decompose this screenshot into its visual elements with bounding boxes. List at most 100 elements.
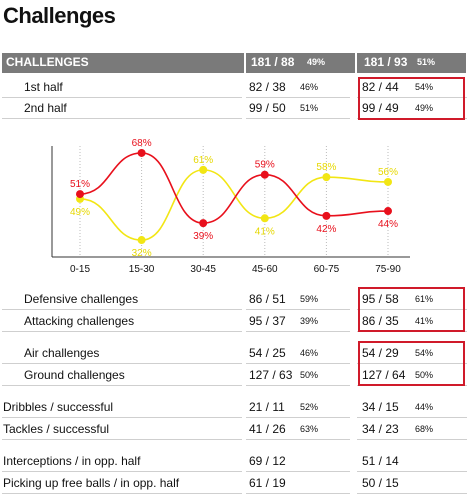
team1-value: 82 / 38	[249, 80, 286, 94]
team2-value: 86 / 35	[362, 314, 399, 328]
row-label: Tackles / successful	[3, 422, 110, 436]
highlight-box-challenge-type	[358, 287, 465, 332]
x-tick-label: 0-15	[70, 264, 90, 275]
team2-pct: 41%	[415, 316, 434, 326]
x-tick-label: 15-30	[129, 264, 155, 275]
data-label: 42%	[316, 224, 336, 235]
row-divider	[246, 385, 350, 386]
team2-value: 34 / 23	[362, 422, 399, 436]
data-label: 44%	[378, 219, 398, 230]
data-label: 59%	[255, 160, 275, 171]
data-label: 61%	[193, 155, 213, 166]
challenges-by-period-chart: 51% 68% 39% 59% 42% 44% 49% 32% 61% 41% 58% 56% 0-1…	[51, 138, 410, 275]
team1-value: 69 / 12	[249, 454, 286, 468]
table-row: Dribbles / successful 21 / 11 52% 34 / 15 44…	[0, 397, 468, 417]
row-divider	[2, 417, 242, 418]
row-divider	[357, 471, 467, 472]
challenges-header-row: CHALLENGES 181 / 88 49% 181 / 93 51%	[2, 53, 466, 73]
row-label: Dribbles / successful	[3, 400, 114, 414]
data-point	[199, 219, 208, 228]
row-divider	[246, 439, 350, 440]
team2-pct: 68%	[415, 424, 434, 434]
row-divider	[2, 439, 242, 440]
data-point	[384, 207, 392, 216]
header-label: CHALLENGES	[6, 55, 89, 69]
row-label: Air challenges	[24, 346, 100, 360]
row-divider	[246, 417, 350, 418]
data-point	[322, 173, 331, 182]
header-divider	[244, 53, 246, 73]
team2-pct: 44%	[415, 402, 434, 412]
team1-pct: 51%	[300, 103, 319, 113]
data-point	[260, 214, 269, 223]
row-divider	[2, 331, 242, 332]
row-label: 2nd half	[24, 101, 67, 115]
team1-value: 95 / 37	[249, 314, 286, 328]
table-row: Air challenges 54 / 25 46% 54 / 29 54%	[0, 343, 468, 363]
data-label: 32%	[132, 248, 152, 259]
data-label: 56%	[378, 167, 398, 178]
row-divider	[246, 97, 350, 98]
data-label: 41%	[255, 226, 275, 237]
data-point	[76, 190, 84, 199]
row-label: Interceptions / in opp. half	[3, 454, 141, 468]
team2-value: 127 / 64	[362, 368, 406, 382]
row-label: Ground challenges	[24, 368, 125, 382]
row-label: Defensive challenges	[24, 292, 139, 306]
data-point	[322, 211, 331, 220]
team2-pct: 54%	[415, 82, 434, 92]
data-label: 58%	[316, 162, 336, 173]
highlight-box-air-ground	[358, 341, 465, 386]
row-divider	[357, 309, 467, 310]
data-point	[384, 177, 392, 186]
row-divider	[246, 363, 350, 364]
team2-pct: 54%	[415, 348, 434, 358]
series-line-0	[79, 152, 389, 224]
team2-value: 95 / 58	[362, 292, 399, 306]
table-row: 1st half 82 / 38 46% 82 / 44 54%	[0, 77, 468, 97]
team1-pct: 50%	[300, 370, 319, 380]
row-divider	[246, 309, 350, 310]
data-label: 51%	[70, 179, 90, 190]
row-divider	[2, 118, 242, 119]
table-row: Defensive challenges 86 / 51 59% 95 / 58 61%	[0, 289, 468, 309]
team2-pct: 50%	[415, 370, 434, 380]
header-team2-pct: 51%	[417, 57, 436, 67]
data-point	[137, 148, 146, 157]
header-divider	[355, 53, 357, 73]
team1-value: 54 / 25	[249, 346, 286, 360]
team1-value: 127 / 63	[249, 368, 293, 382]
team1-pct: 46%	[300, 82, 319, 92]
data-label: 68%	[132, 138, 152, 149]
page-title: Challenges	[3, 3, 116, 28]
table-row: Ground challenges 127 / 63 50% 127 / 64 50%	[0, 365, 468, 385]
data-label: 39%	[193, 231, 213, 242]
team2-pct: 61%	[415, 294, 434, 304]
header-team1-pct: 49%	[307, 57, 326, 67]
row-divider	[357, 417, 467, 418]
team2-value: 51 / 14	[362, 454, 399, 468]
team2-value: 99 / 49	[362, 101, 399, 115]
header-team2-value: 181 / 93	[364, 55, 408, 69]
x-tick-label: 30-45	[190, 264, 216, 275]
team1-pct: 63%	[300, 424, 319, 434]
row-divider	[357, 439, 467, 440]
row-divider	[246, 118, 350, 119]
data-point	[137, 236, 146, 245]
table-row: Interceptions / in opp. half 69 / 12 51 / …	[0, 451, 468, 471]
team1-pct: 39%	[300, 316, 319, 326]
team1-value: 99 / 50	[249, 101, 286, 115]
table-row: 2nd half 99 / 50 51% 99 / 49 49%	[0, 98, 468, 118]
team1-pct: 46%	[300, 348, 319, 358]
team2-value: 34 / 15	[362, 400, 399, 414]
row-divider	[2, 385, 242, 386]
table-row: Attacking challenges 95 / 37 39% 86 / 35 41%	[0, 311, 468, 331]
team1-value: 86 / 51	[249, 292, 286, 306]
team2-value: 54 / 29	[362, 346, 399, 360]
data-point	[260, 170, 269, 179]
team2-value: 50 / 15	[362, 476, 399, 490]
row-label: 1st half	[24, 80, 63, 94]
data-label: 49%	[70, 207, 90, 218]
row-divider	[2, 363, 242, 364]
row-label: Attacking challenges	[24, 314, 135, 328]
